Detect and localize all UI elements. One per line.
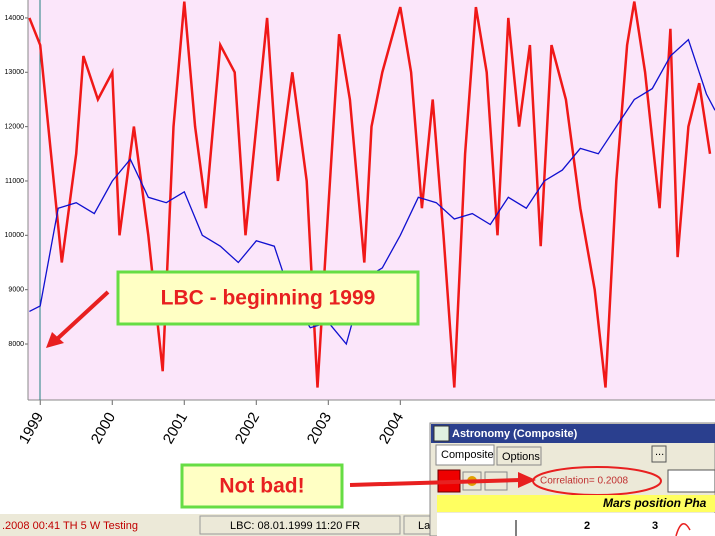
tab-label[interactable]: Options [502, 451, 540, 463]
arrow-head [518, 472, 536, 488]
x-tick-label: 1999 [16, 409, 47, 446]
number: 2 [584, 520, 590, 532]
number: 3 [652, 520, 658, 532]
x-tick-label: 2002 [232, 409, 263, 446]
plot-background [28, 0, 715, 400]
panel-title: Astronomy (Composite) [452, 428, 578, 440]
status-cell [199, 515, 401, 535]
arrow [54, 290, 110, 342]
header-row [437, 495, 715, 512]
y-tick-label: 8000 [8, 341, 24, 348]
arrow-head [46, 332, 64, 348]
x-tick-label: 2003 [304, 409, 335, 446]
y-tick-label: 9000 [8, 287, 24, 294]
x-tick-label: 2004 [376, 409, 407, 446]
status-left: .2008 00:41 TH 5 W Testing [2, 520, 138, 532]
y-tick-label: 11000 [5, 178, 24, 185]
callout-text: Not bad! [219, 475, 304, 498]
correlation: Correlation= 0.2008 [540, 476, 629, 487]
y-tick-label: 13000 [5, 69, 25, 76]
plot: 8000 9000 10000 11000 12000 13000 14000 1999 200… [5, 0, 715, 447]
callout-text: LBC - beginning 1999 [161, 287, 376, 310]
button-label[interactable]: ... [655, 446, 664, 458]
x-tick-label: 2001 [160, 409, 191, 446]
tab[interactable] [435, 444, 495, 466]
app-icon [433, 425, 450, 442]
status-middle: LBC: 08.01.1999 11:20 FR [230, 520, 360, 532]
status-right: La [418, 520, 431, 532]
callout-box [180, 463, 344, 509]
panel-chart [437, 513, 715, 536]
button[interactable] [651, 445, 667, 463]
series-line [28, 1, 712, 388]
x-tick-label: 2000 [88, 409, 119, 446]
callout-box [116, 270, 420, 326]
tab-label[interactable]: Composite [441, 449, 494, 461]
y-tick-label: 12000 [5, 123, 25, 130]
field[interactable] [667, 469, 715, 493]
row-header: Mars position Pha [603, 496, 707, 510]
y-tick-label: 14000 [5, 15, 25, 22]
mini-curve [675, 523, 691, 536]
arrow [349, 478, 521, 487]
panel-titlebar [431, 424, 715, 443]
tab[interactable] [496, 446, 542, 466]
y-tick-label: 10000 [5, 232, 25, 239]
